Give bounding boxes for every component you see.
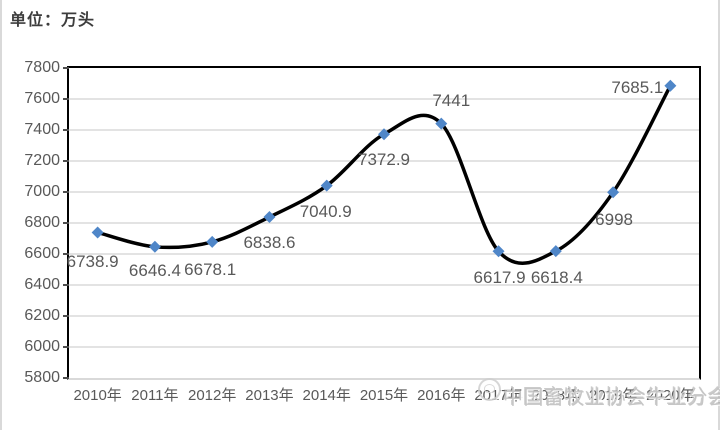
y-tick-label: 6800 — [24, 214, 60, 231]
x-tick-label: 2013年 — [245, 387, 294, 404]
y-tick-mark — [63, 98, 69, 100]
y-tick-label: 7400 — [24, 121, 60, 138]
diamond-marker — [263, 211, 276, 224]
x-tick-label: 2012年 — [187, 387, 237, 404]
diamond-marker — [435, 117, 448, 130]
y-tick-mark — [63, 346, 69, 348]
x-tick-label: 2011年 — [131, 387, 179, 404]
diamond-marker — [664, 79, 677, 92]
y-tick-label: 7000 — [24, 183, 60, 200]
data-point-label: 6998 — [595, 210, 633, 230]
y-tick-label: 7200 — [24, 152, 60, 169]
diamond-marker — [378, 128, 390, 141]
x-tick-label: 2019年 — [588, 387, 638, 404]
y-tick-mark — [63, 67, 69, 69]
data-point-label: 6646.4 — [128, 260, 181, 280]
y-tick-mark — [63, 129, 69, 131]
y-tick-label: 7600 — [24, 90, 60, 107]
series-line — [95, 84, 673, 265]
x-tick-label: 2010年 — [73, 387, 122, 404]
x-tick-label: 2014年 — [302, 387, 351, 404]
unit-title: 单位：万头 — [10, 12, 96, 29]
y-tick-mark — [63, 253, 69, 255]
x-tick-label: 2016年 — [417, 387, 466, 404]
x-tick-label: 2015年 — [359, 387, 409, 404]
y-tick-label: 6600 — [24, 245, 60, 262]
data-point-label: 6618.4 — [530, 268, 583, 288]
y-tick-mark — [63, 222, 69, 224]
y-tick-mark — [63, 191, 69, 193]
diamond-marker — [549, 245, 562, 258]
data-point-label: 7685.1 — [611, 77, 664, 97]
diamond-marker — [320, 179, 333, 192]
line-chart-svg — [69, 79, 699, 348]
y-tick-label: 6000 — [24, 338, 60, 355]
y-tick-label: 6400 — [24, 276, 60, 293]
data-point-label: 6617.9 — [473, 268, 526, 288]
diamond-marker — [148, 240, 161, 253]
diamond-marker — [492, 245, 505, 258]
y-tick-mark — [63, 284, 69, 286]
x-tick-label: 2017年 — [474, 387, 523, 404]
x-tick-label: 2020年 — [646, 387, 695, 404]
x-tick-label: 2018年 — [531, 387, 580, 404]
data-point-label: 6678.1 — [184, 259, 237, 279]
y-tick-mark — [63, 315, 69, 317]
data-point-label: 7372.9 — [358, 150, 410, 170]
data-point-label: 6738.9 — [66, 252, 119, 272]
diamond-marker — [607, 186, 620, 199]
diamond-marker — [91, 226, 104, 239]
data-point-label: 6838.6 — [243, 233, 296, 253]
y-tick-label: 7800 — [24, 59, 60, 76]
y-tick-label: 6200 — [24, 307, 60, 324]
diamond-marker — [206, 235, 219, 248]
y-tick-mark — [63, 160, 69, 162]
data-point-label: 7040.9 — [299, 201, 352, 221]
data-point-label: 7441 — [432, 90, 471, 110]
y-tick-mark — [63, 377, 69, 379]
y-tick-label: 5800 — [24, 369, 60, 386]
